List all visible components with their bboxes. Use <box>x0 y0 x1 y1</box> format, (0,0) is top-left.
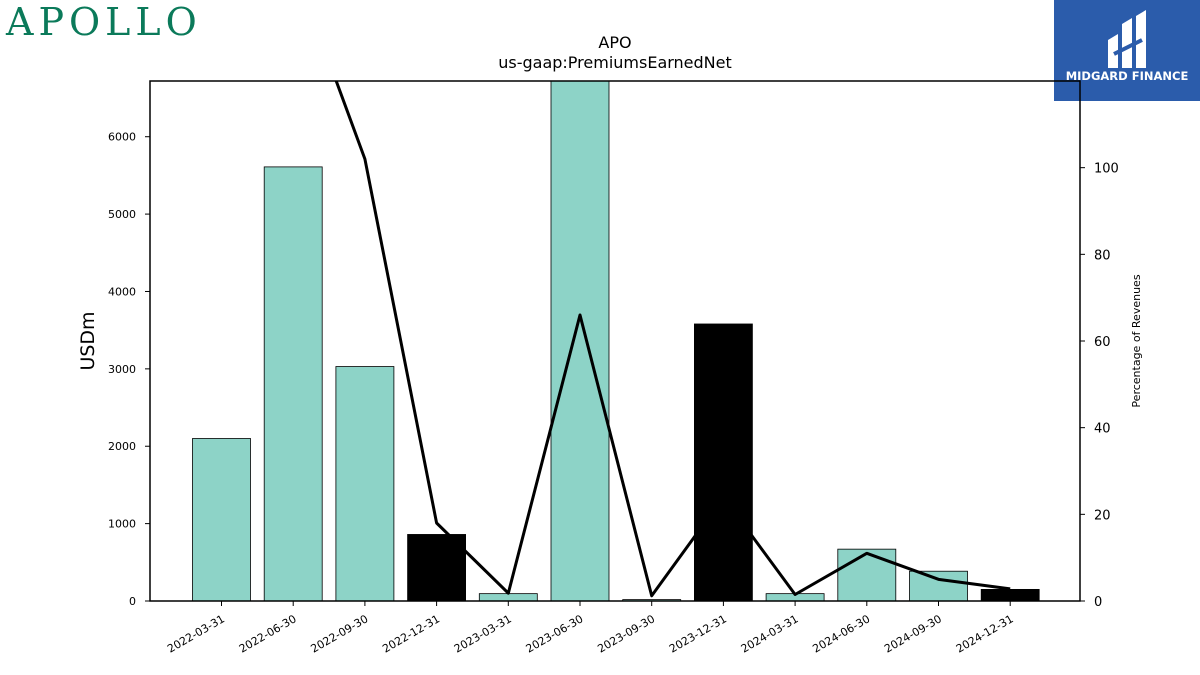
x-tick-label: 2022-03-31 <box>165 612 227 655</box>
right-tick-label: 0 <box>1094 595 1102 610</box>
x-tick-label: 2022-09-30 <box>309 612 371 655</box>
x-tick-label: 2023-06-30 <box>524 612 586 655</box>
right-tick-label: 40 <box>1094 422 1111 437</box>
x-axis-ticks: 2022-03-31 2022-06-30 2022-09-30 2022-12-31… <box>165 601 1016 656</box>
y-axis-label: USDm <box>77 311 99 370</box>
chart-title: APO <box>598 33 631 52</box>
line-series-group <box>334 81 1011 598</box>
right-tick-label: 20 <box>1094 508 1111 523</box>
left-tick-label: 1000 <box>108 518 136 531</box>
bar-2023-06-30 <box>550 81 610 601</box>
bar-series <box>192 81 1040 601</box>
left-tick-label: 5000 <box>108 208 136 221</box>
left-tick-label: 3000 <box>108 363 136 376</box>
bar-2023-12-31 <box>694 323 753 601</box>
right-axis-ticks: 0 20 40 60 80 100 <box>1080 162 1119 610</box>
midgard-finance-logo: MIDGARD FINANCE <box>1054 0 1200 101</box>
chart-subtitle: us-gaap:PremiumsEarnedNet <box>498 53 732 72</box>
x-tick-label: 2022-06-30 <box>237 612 299 655</box>
x-tick-label: 2023-03-31 <box>452 612 514 655</box>
left-tick-label: 4000 <box>108 285 136 298</box>
bar-2022-03-31 <box>192 438 251 601</box>
left-tick-label: 2000 <box>108 440 136 453</box>
y-axis-right-label: Percentage of Revenues <box>1130 274 1143 407</box>
x-tick-label: 2024-03-31 <box>739 612 801 655</box>
apollo-logo: APOLLO <box>6 0 202 44</box>
right-tick-label: 60 <box>1094 335 1111 350</box>
x-tick-label: 2024-09-30 <box>882 612 944 655</box>
right-tick-label: 100 <box>1094 162 1119 177</box>
bar-2024-09-30 <box>909 570 968 601</box>
midgard-logo-icon <box>1108 10 1146 68</box>
bar-2023-03-31 <box>478 593 538 601</box>
bar-2022-06-30 <box>263 166 323 601</box>
bar-2022-12-31 <box>407 534 467 601</box>
x-tick-label: 2022-12-31 <box>380 612 442 655</box>
right-tick-label: 80 <box>1094 248 1111 263</box>
x-tick-label: 2024-06-30 <box>810 612 872 655</box>
bar-2024-06-30 <box>837 548 897 601</box>
x-tick-label: 2024-12-31 <box>954 612 1016 655</box>
bar-2024-12-31 <box>980 588 1040 601</box>
x-tick-label: 2023-12-31 <box>667 612 729 655</box>
bar-2022-09-30 <box>335 366 395 601</box>
percentage-line <box>334 81 1011 598</box>
left-tick-label: 0 <box>129 595 136 608</box>
left-tick-label: 6000 <box>108 131 136 144</box>
x-tick-label: 2023-09-30 <box>595 612 657 655</box>
midgard-finance-label: MIDGARD FINANCE <box>1065 69 1189 83</box>
left-axis-ticks: 0 1000 2000 3000 4000 5000 6000 <box>108 131 150 608</box>
